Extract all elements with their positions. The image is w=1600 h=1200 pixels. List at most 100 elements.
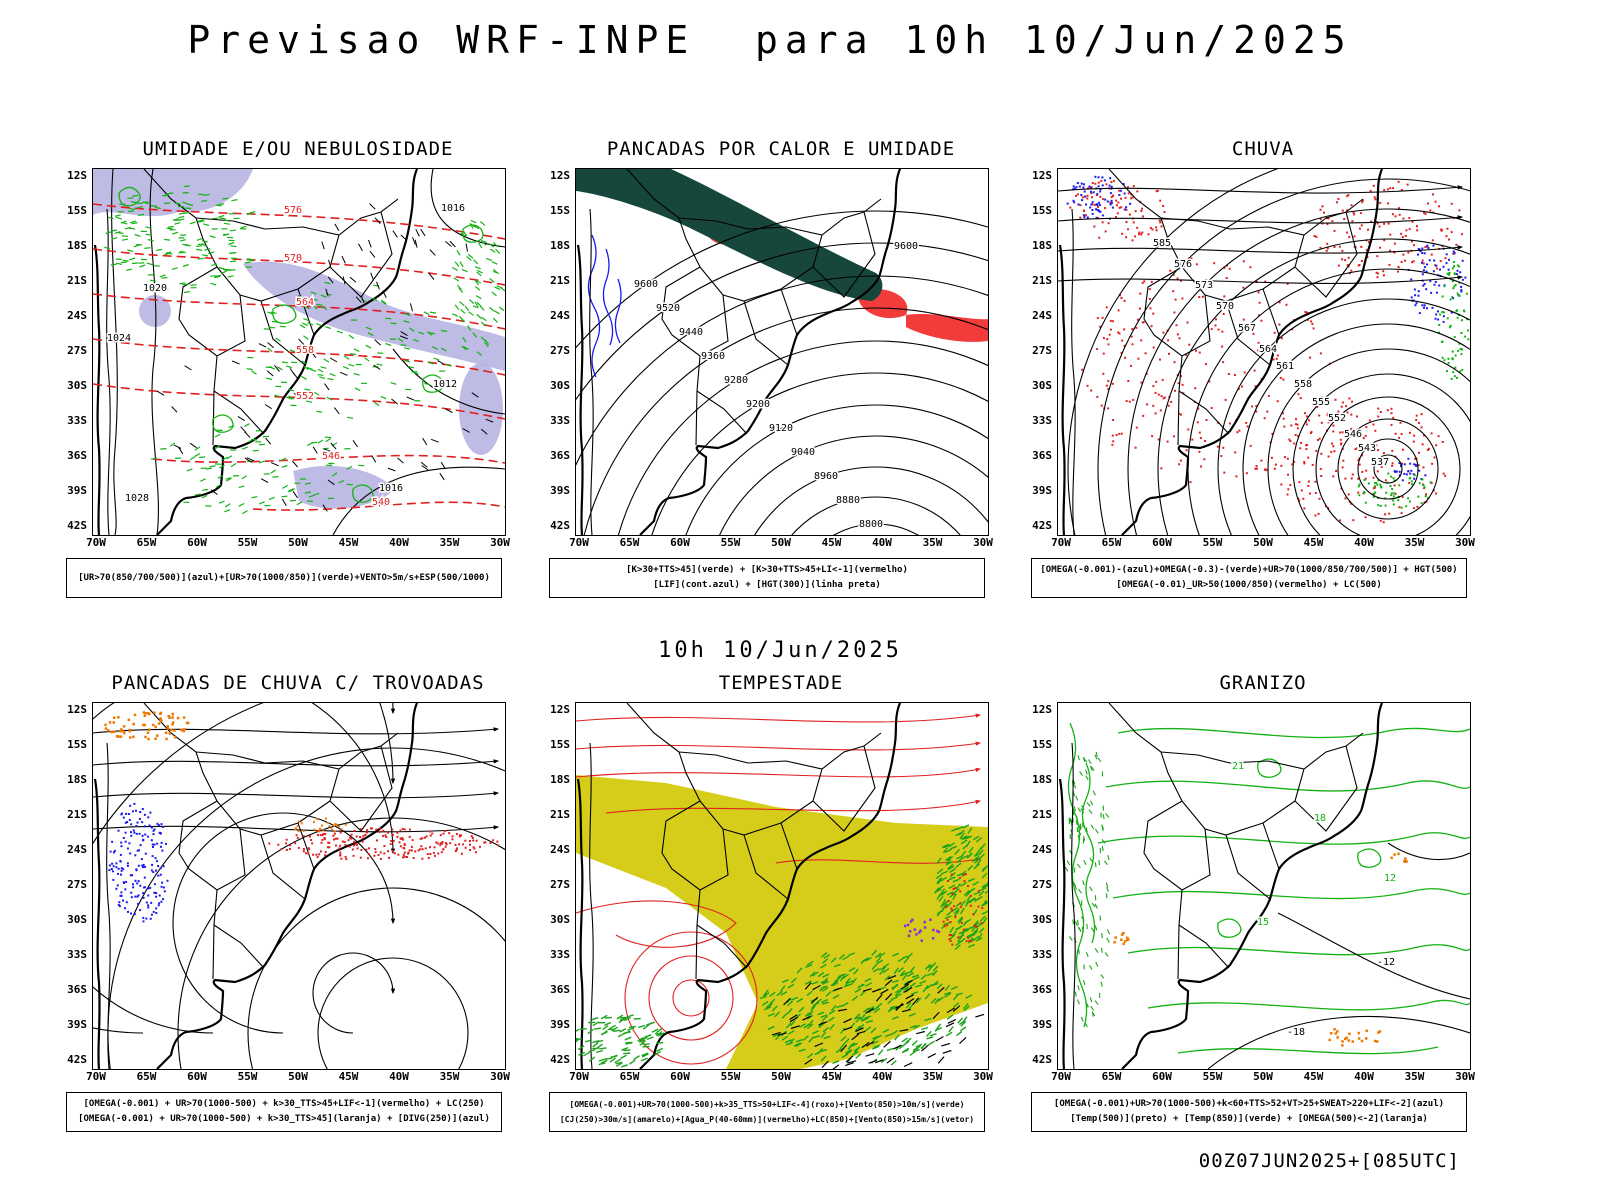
lon-tick-label: 60W: [670, 1070, 690, 1083]
caption-line: [OMEGA(-0.001) + UR>70(1000-500) + k>30_…: [78, 1114, 490, 1124]
streamlines-250: [93, 703, 505, 1069]
lat-tick-label: 21S: [550, 274, 570, 287]
lat-tick-label: 36S: [67, 983, 87, 996]
lat-tick-label: 15S: [67, 738, 87, 751]
svg-text:555: 555: [1312, 397, 1330, 408]
lat-tick-label: 39S: [1032, 484, 1052, 497]
caption-line: [OMEGA(-0.001) + UR>70(1000-500) + k>30_…: [83, 1099, 485, 1109]
caption-line: [OMEGA(-0.001)-(azul)+OMEGA(-0.3)-(verde…: [1040, 565, 1458, 575]
lon-tick-label: 35W: [1404, 536, 1425, 549]
lon-tick-label: 40W: [389, 1070, 409, 1083]
lat-tick-label: 39S: [67, 484, 87, 497]
lon-tick-label: 70W: [1051, 1070, 1071, 1083]
lon-tick-label: 30W: [973, 536, 993, 549]
lat-tick-label: 24S: [67, 843, 87, 856]
red-streamlines-850: [576, 713, 982, 1065]
lon-tick-label: 50W: [771, 536, 791, 549]
lon-tick-label: 35W: [439, 1070, 460, 1083]
lon-tick-label: 60W: [187, 536, 207, 549]
lon-tick-label: 40W: [872, 536, 892, 549]
contour-labels: 1012 1016 1016 1020 1024 1028 576 570 56…: [105, 202, 466, 510]
lat-tick-label: 24S: [550, 843, 570, 856]
lat-tick-label: 30S: [550, 379, 570, 392]
svg-text:12: 12: [1384, 873, 1396, 884]
svg-text:537: 537: [1371, 457, 1389, 468]
lon-axis: 70W 65W 60W 55W 50W 45W 40W 35W 30W: [86, 534, 510, 550]
svg-text:1016: 1016: [441, 203, 465, 214]
lat-tick-label: 27S: [67, 878, 87, 891]
lat-tick-label: 18S: [67, 773, 87, 786]
lat-tick-label: 39S: [1032, 1018, 1052, 1031]
svg-text:1016: 1016: [379, 483, 403, 494]
storm-purple-speckles: [903, 918, 941, 942]
lat-tick-label: 15S: [550, 738, 570, 751]
lat-tick-label: 18S: [1032, 239, 1052, 252]
svg-text:576: 576: [284, 205, 302, 216]
svg-text:9280: 9280: [724, 375, 748, 386]
lon-tick-label: 40W: [872, 1070, 892, 1083]
lon-tick-label: 45W: [338, 536, 359, 549]
thickness-contours: [93, 203, 505, 511]
svg-text:9440: 9440: [679, 327, 703, 338]
lat-tick-label: 42S: [67, 519, 87, 532]
lon-tick-label: 35W: [922, 1070, 943, 1083]
lat-tick-label: 42S: [67, 1053, 87, 1066]
lat-tick-label: 27S: [550, 878, 570, 891]
panel-umidade: UMIDADE E/OU NEBULOSIDADE 12S 15S 18S 21S 24…: [58, 138, 510, 598]
lon-tick-label: 60W: [1152, 536, 1172, 549]
lat-tick-label: 21S: [67, 808, 87, 821]
lon-axis: 70W 65W 60W 55W 50W 45W 40W 35W 30W: [86, 1068, 510, 1084]
lat-tick-label: 21S: [1032, 808, 1052, 821]
lat-axis: 12S 15S 18S 21S 24S 27S 30S 33S 36S 39S 42S: [1023, 168, 1055, 534]
panel-title: CHUVA: [1231, 138, 1295, 160]
svg-text:18: 18: [1314, 813, 1326, 824]
caption-line: [OMEGA(-0.001)+UR>70(1000-500)+k>35_TTS>…: [569, 1100, 965, 1109]
lat-tick-label: 33S: [67, 948, 87, 961]
lat-tick-label: 33S: [1032, 414, 1052, 427]
lat-tick-label: 18S: [550, 773, 570, 786]
svg-text:8880: 8880: [836, 495, 860, 506]
lif-blue-contours: [587, 234, 622, 378]
lat-tick-label: 42S: [1032, 519, 1052, 532]
lon-tick-label: 65W: [1101, 1070, 1122, 1083]
svg-text:9600: 9600: [634, 279, 658, 290]
lon-tick-label: 55W: [237, 536, 258, 549]
caption-box: [OMEGA(-0.001)-(azul)+OMEGA(-0.3)-(verde…: [1031, 558, 1467, 598]
lon-tick-label: 55W: [720, 1070, 741, 1083]
lon-tick-label: 65W: [1101, 536, 1122, 549]
panel-tempestade: TEMPESTADE 12S 15S 18S 21S 24S 27S 30S 33S 36S 39…: [541, 672, 993, 1132]
lon-tick-label: 70W: [569, 536, 589, 549]
lat-tick-label: 18S: [67, 239, 87, 252]
svg-text:570: 570: [1216, 301, 1234, 312]
lat-tick-label: 30S: [67, 913, 87, 926]
caption-box: [OMEGA(-0.001) + UR>70(1000-500) + k>30_…: [66, 1092, 502, 1132]
lat-tick-label: 30S: [67, 379, 87, 392]
panel-pancadas-calor: PANCADAS POR CALOR E UMIDADE 12S 15S 18S 21…: [541, 138, 993, 598]
svg-text:8800: 8800: [859, 519, 883, 530]
lat-tick-label: 39S: [67, 1018, 87, 1031]
instability-green-area: [576, 169, 883, 301]
svg-text:561: 561: [1276, 361, 1294, 372]
lon-tick-label: 45W: [821, 536, 842, 549]
lat-tick-label: 18S: [550, 239, 570, 252]
svg-text:576: 576: [1174, 259, 1192, 270]
contour-labels: 9600 9520 9440 9360 9280 9200 9120 9040 …: [632, 240, 919, 532]
lat-tick-label: 21S: [1032, 274, 1052, 287]
svg-text:585: 585: [1153, 238, 1171, 249]
lat-tick-label: 27S: [67, 344, 87, 357]
caption-box: [OMEGA(-0.001)+UR>70(1000-500)+k>35_TTS>…: [549, 1092, 985, 1132]
country-borders: [106, 703, 399, 1069]
lon-axis: 70W 65W 60W 55W 50W 45W 40W 35W 30W: [569, 534, 993, 550]
lat-tick-label: 42S: [550, 1053, 570, 1066]
lon-axis: 70W 65W 60W 55W 50W 45W 40W 35W 30W: [1051, 534, 1475, 550]
lat-tick-label: 24S: [1032, 843, 1052, 856]
lon-axis: 70W 65W 60W 55W 50W 45W 40W 35W 30W: [1051, 1068, 1475, 1084]
lat-tick-label: 15S: [550, 204, 570, 217]
svg-text:-18: -18: [1287, 1027, 1305, 1038]
lon-tick-label: 65W: [619, 536, 640, 549]
panel-chuva: CHUVA 12S 15S 18S 21S 24S 27S 30S 33S 36S 39S 42S: [1023, 138, 1475, 598]
lon-tick-label: 40W: [1354, 536, 1374, 549]
panel-title: PANCADAS DE CHUVA C/ TROVOADAS: [111, 672, 485, 694]
svg-text:21: 21: [1232, 761, 1244, 772]
svg-text:573: 573: [1195, 280, 1213, 291]
